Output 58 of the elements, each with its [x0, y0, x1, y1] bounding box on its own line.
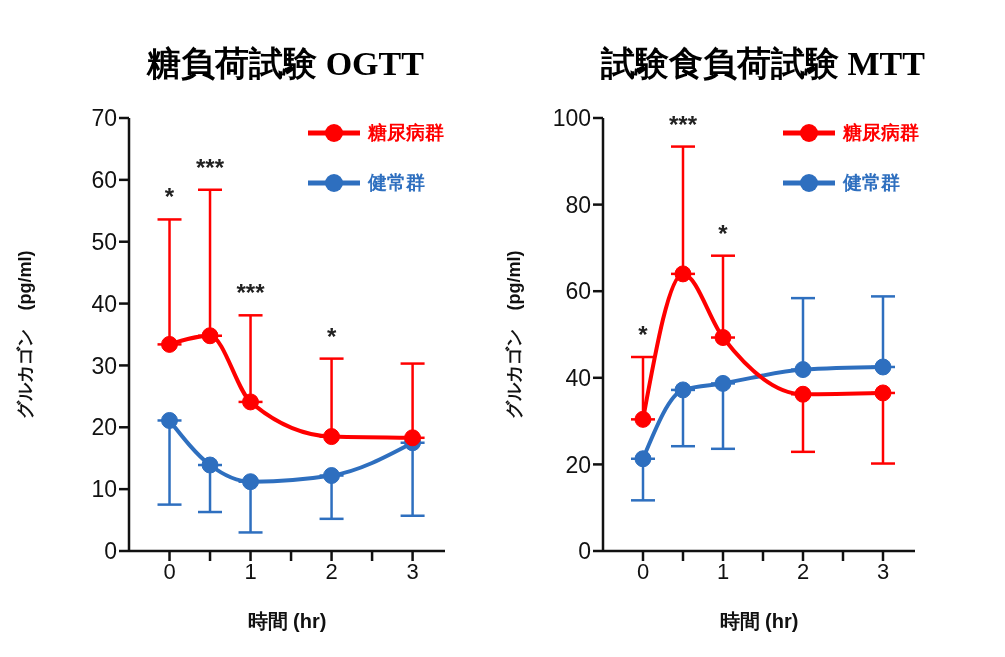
x-axis-title: 時間 (hr): [247, 610, 327, 632]
point: [201, 456, 219, 474]
point: [674, 265, 692, 283]
y-tick-label: 100: [552, 105, 591, 132]
point: [634, 450, 652, 468]
y-tick-label: 70: [91, 105, 117, 132]
point: [874, 358, 892, 376]
point: [201, 327, 219, 345]
y-tick-label: 60: [91, 167, 117, 194]
point: [794, 385, 812, 403]
point: [674, 381, 692, 399]
annotation: *: [638, 321, 649, 349]
y-tick-label: 80: [565, 191, 591, 218]
y-tick-label: 20: [565, 451, 591, 478]
y-tick-label: 60: [565, 278, 591, 305]
annotation: *: [164, 183, 175, 211]
point: [634, 410, 652, 428]
x-tick-label: 3: [406, 558, 419, 584]
point: [874, 384, 892, 402]
annotation: ***: [668, 110, 698, 138]
y-tick-label: 40: [565, 364, 591, 391]
y-axis-title: グルカゴン (pg/ml): [15, 250, 36, 419]
point: [794, 361, 812, 379]
point: [323, 428, 341, 446]
x-tick-label: 3: [876, 558, 890, 584]
annotation: *: [718, 219, 729, 247]
point: [161, 335, 179, 353]
x-tick-label: 0: [636, 558, 650, 584]
y-tick-label: 0: [578, 538, 591, 565]
legend-label: 健常群: [843, 171, 900, 195]
chart-title: 試験食負荷試験 MTT: [600, 44, 926, 84]
x-axis-title: 時間 (hr): [719, 610, 799, 632]
y-tick-label: 0: [104, 538, 117, 565]
x-tick-label: 1: [716, 558, 730, 584]
x-tick-label: 0: [163, 558, 176, 584]
y-tick-label: 30: [91, 352, 117, 379]
x-tick-label: 1: [244, 558, 257, 584]
point: [714, 374, 732, 392]
point: [323, 467, 341, 485]
y-axis-title: グルカゴン (pg/ml): [504, 250, 525, 419]
legend-label: 糖尿病群: [368, 121, 444, 145]
point: [242, 393, 260, 411]
point: [242, 473, 260, 491]
annotation: *: [326, 322, 337, 350]
annotation: ***: [196, 153, 225, 181]
legend-label: 健常群: [368, 171, 425, 195]
x-tick-label: 2: [325, 558, 338, 584]
x-tick-label: 2: [796, 558, 810, 584]
y-tick-label: 10: [91, 476, 117, 503]
point: [161, 411, 179, 429]
point: [714, 329, 732, 347]
y-tick-label: 20: [91, 414, 117, 441]
y-tick-label: 40: [91, 290, 117, 317]
chart-title: 糖負荷試験 OGTT: [145, 44, 425, 84]
legend-label: 糖尿病群: [843, 121, 919, 145]
y-tick-label: 50: [91, 228, 117, 255]
point: [404, 429, 422, 447]
annotation: ***: [236, 279, 266, 307]
